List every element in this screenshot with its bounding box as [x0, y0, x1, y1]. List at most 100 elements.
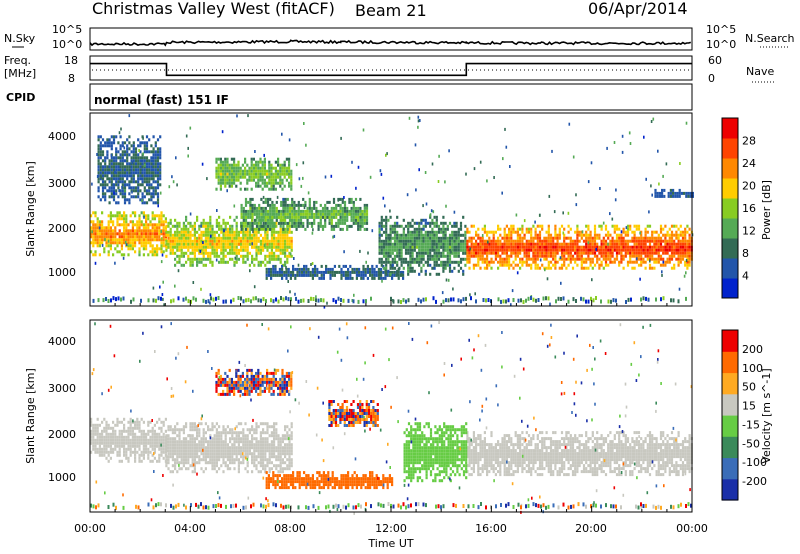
power-cell	[545, 257, 548, 261]
power-cell	[103, 232, 106, 236]
power-cell	[505, 236, 508, 240]
power-cell	[220, 251, 223, 255]
power-cell	[679, 251, 682, 255]
power-cell	[134, 229, 137, 233]
power-cell	[673, 248, 676, 252]
power-cell	[207, 224, 210, 228]
power-cell	[396, 254, 399, 258]
power-cell	[294, 273, 297, 277]
power-cell	[287, 270, 290, 274]
power-cell	[411, 236, 414, 240]
velocity-cell	[151, 426, 154, 430]
power-cell	[139, 159, 142, 163]
power-cell	[149, 238, 152, 242]
power-noise-cell	[187, 154, 189, 158]
velocity-cell	[98, 423, 101, 427]
power-cell	[264, 245, 267, 249]
power-cell	[284, 197, 287, 201]
power-cell	[129, 232, 132, 236]
power-cell	[354, 218, 358, 222]
power-cell	[303, 264, 306, 268]
power-cell	[387, 254, 390, 258]
power-cell	[121, 180, 124, 184]
freq-right-tick-top: 60	[708, 54, 722, 67]
power-cell	[411, 269, 414, 273]
velocity-cell	[191, 464, 194, 468]
power-cell	[560, 224, 564, 228]
power-cell	[330, 221, 333, 225]
power-cell	[373, 273, 376, 277]
power-cell	[567, 254, 570, 258]
power-cell	[255, 184, 258, 188]
power-cell	[224, 221, 227, 225]
power-cell	[291, 215, 294, 219]
power-cell	[233, 163, 236, 167]
velocity-cell	[127, 441, 130, 445]
power-cell	[304, 200, 307, 204]
power-cell	[115, 189, 118, 193]
velocity-cell	[125, 435, 128, 439]
velocity-cell	[96, 423, 99, 427]
power-cell	[249, 221, 252, 225]
velocity-cell	[185, 425, 188, 429]
power-nearrange-cell	[245, 298, 247, 303]
power-cell	[189, 242, 192, 246]
power-cell	[353, 270, 356, 274]
power-cell	[162, 226, 165, 230]
power-cell	[191, 263, 194, 267]
power-cell	[446, 245, 449, 249]
power-cell	[273, 206, 276, 210]
power-cell	[209, 251, 212, 255]
power-cell	[393, 257, 397, 261]
power-cell	[152, 150, 155, 154]
power-cell	[226, 233, 229, 237]
power-noise-cell	[450, 250, 452, 254]
power-cell	[112, 177, 116, 181]
power-cell	[176, 248, 179, 252]
power-cell	[411, 224, 414, 228]
power-cell	[622, 254, 625, 258]
power-cell	[560, 266, 564, 270]
power-cell	[422, 254, 425, 258]
power-cell	[673, 239, 676, 243]
power-nearrange-cell	[447, 298, 450, 303]
power-cell	[576, 242, 579, 246]
power-cell	[110, 177, 113, 181]
velocity-cell	[120, 438, 123, 442]
power-cell	[241, 172, 244, 176]
power-cell	[283, 160, 286, 164]
power-cell	[200, 239, 203, 243]
power-nearrange-cell	[250, 299, 252, 304]
power-cell	[110, 192, 113, 196]
power-cell	[258, 203, 261, 207]
power-cell	[253, 209, 256, 213]
velocity-cell	[96, 438, 99, 442]
power-cell	[355, 267, 358, 271]
power-cell	[672, 188, 675, 192]
power-cell	[420, 257, 423, 261]
power-cell	[251, 239, 254, 243]
velocity-cell	[138, 438, 141, 442]
power-cell	[398, 236, 401, 240]
power-nearrange-cell	[310, 296, 312, 301]
power-cell	[344, 264, 347, 268]
power-cell	[451, 269, 454, 273]
power-cell	[207, 242, 210, 246]
power-cell	[306, 209, 309, 213]
power-cell	[131, 211, 134, 215]
power-cell	[279, 245, 282, 249]
power-cell	[217, 181, 220, 185]
velocity-cell	[103, 429, 106, 433]
power-cell	[154, 180, 157, 184]
velocity-cell	[162, 432, 165, 436]
power-cell	[499, 254, 502, 258]
power-cell	[527, 254, 531, 258]
power-nearrange-cell	[640, 297, 642, 302]
power-cell	[274, 187, 277, 191]
power-cell	[333, 270, 336, 274]
velocity-cell	[147, 441, 150, 445]
power-cell	[132, 168, 135, 172]
power-cell	[580, 257, 583, 261]
power-cell	[477, 248, 480, 252]
power-cell	[629, 245, 632, 249]
